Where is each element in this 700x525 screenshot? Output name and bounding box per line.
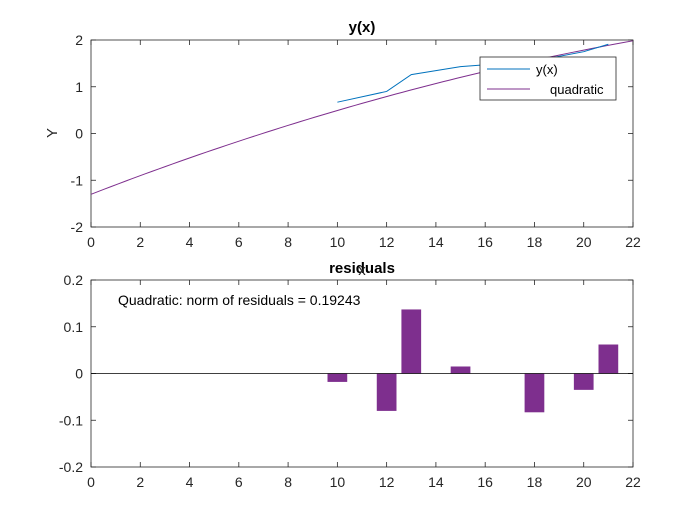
fit-plot-x-tick-label-4: 4 [186,234,194,250]
fit-plot-y-axis-label: Y [44,128,61,138]
fit-plot-y-tick-label-0: 0 [75,126,83,142]
fit-plot-y-tick-label-2: 2 [75,32,83,48]
residuals-plot-y-tick-label-0-2: -0.2 [59,459,83,475]
residuals-x-axis-label: x [358,262,366,279]
fit-plot-x-tick-label-16: 16 [477,234,493,250]
fit-plot-x-tick-label-10: 10 [330,234,346,250]
residuals-plot-x-tick-label-8: 8 [284,474,292,490]
residuals-plot-ticks: 0 2 4 6 8 10 12 14 16 18 20 22 -0.2 -0.1 0 0.1 0.2 [59,272,641,490]
legend-label-yx: y(x) [536,62,558,77]
residuals-plot-x-tick-label-14: 14 [428,474,444,490]
legend-label-quadratic: quadratic [550,82,604,97]
legend-box [479,56,617,101]
residuals-plot-y-tick-label-0-1: 0.1 [64,319,84,335]
residuals-plot-x-tick-label-12: 12 [379,474,395,490]
fit-plot-x-tick-label-14: 14 [428,234,444,250]
fit-plot-x-tick-label-6: 6 [235,234,243,250]
residuals-plot-x-tick-label-22: 22 [625,474,641,490]
fit-plot-x-tick-label-0: 0 [87,234,95,250]
residuals-plot-x-tick-label-2: 2 [136,474,144,490]
residual-bar-x15 [450,366,471,374]
residuals-plot-x-tick-label-6: 6 [235,474,243,490]
fit-plot-x-tick-label-18: 18 [527,234,543,250]
residuals-plot-title: residuals [329,260,395,277]
fit-plot-x-tick-label-2: 2 [136,234,144,250]
residual-bar-x18 [524,373,545,413]
residuals-plot-x-tick-label-4: 4 [186,474,194,490]
residuals-plot-y-tick-label-0: 0 [75,366,83,382]
legend[interactable]: y(x) quadratic [479,56,617,101]
fit-plot-title: y(x) [349,19,376,36]
fit-plot-x-tick-label-8: 8 [284,234,292,250]
residuals-bars [327,309,619,413]
fit-plot-y-tick-label-2: -2 [71,219,84,235]
series-yx-line [337,43,609,103]
residuals-plot-y-tick-label-0-1: -0.1 [59,412,83,428]
fit-plot-x-tick-label-20: 20 [576,234,592,250]
fit-plot-y-tick-label-1: -1 [71,172,84,188]
residuals-plot-x-tick-label-16: 16 [477,474,493,490]
fit-plot-y-tick-label-1: 1 [75,79,83,95]
residuals-plot-x-tick-label-0: 0 [87,474,95,490]
residuals-plot-x-tick-label-20: 20 [576,474,592,490]
residuals-plot-x-tick-label-10: 10 [330,474,346,490]
residuals-plot: 0 2 4 6 8 10 12 14 16 18 20 22 -0.2 -0.1 0 0.1 0.2 resid… [59,260,641,490]
residual-bar-x21 [598,344,619,374]
fit-plot-x-tick-label-22: 22 [625,234,641,250]
residual-bar-x12 [376,373,397,411]
residuals-norm-annotation: Quadratic: norm of residuals = 0.19243 [118,292,361,308]
residual-bar-x20 [573,373,594,390]
fit-plot-x-tick-label-12: 12 [379,234,395,250]
residuals-plot-y-tick-label-0-2: 0.2 [64,272,84,288]
residual-bar-x13 [401,309,422,374]
residual-bar-x10 [327,373,348,382]
residuals-plot-x-tick-label-18: 18 [527,474,543,490]
